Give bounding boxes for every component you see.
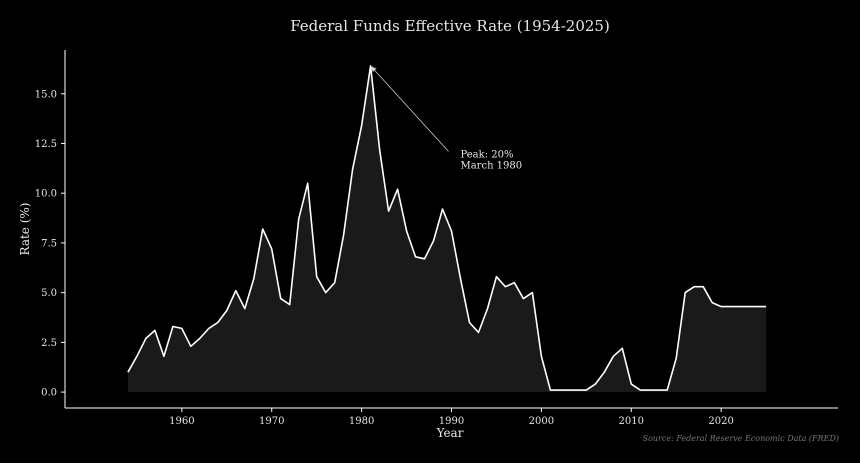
peak-annotation-arrow <box>370 65 449 152</box>
x-tick-label: 1980 <box>349 416 374 427</box>
rate-area-fill <box>127 65 767 393</box>
y-axis-ticks: 0.0 2.5 5.0 7.5 10.0 12.5 15.0 <box>35 89 65 399</box>
x-tick-label: 1960 <box>169 416 194 427</box>
chart-title: Federal Funds Effective Rate (1954-2025) <box>290 17 610 35</box>
peak-annotation-arrowhead <box>370 65 377 73</box>
x-tick-label: 1970 <box>259 416 284 427</box>
x-axis-ticks: 1960 1970 1980 1990 2000 2010 2020 <box>169 408 734 427</box>
y-tick-label: 12.5 <box>35 139 57 150</box>
y-tick-label: 5.0 <box>41 288 57 299</box>
peak-annotation-line1: Peak: 20% <box>460 149 513 160</box>
x-axis-label: Year <box>436 426 464 440</box>
y-tick-label: 0.0 <box>41 388 57 399</box>
x-tick-label: 2020 <box>708 416 733 427</box>
plot-area <box>127 65 767 393</box>
x-tick-label: 1990 <box>439 416 464 427</box>
y-tick-label: 2.5 <box>41 338 57 349</box>
x-tick-label: 2000 <box>529 416 554 427</box>
y-axis-label: Rate (%) <box>18 203 32 256</box>
y-tick-label: 7.5 <box>41 238 57 249</box>
rate-line <box>127 65 767 391</box>
x-tick-label: 2010 <box>619 416 644 427</box>
y-tick-label: 15.0 <box>35 89 57 100</box>
peak-annotation: Peak: 20% March 1980 <box>370 65 522 171</box>
source-note: Source: Federal Reserve Economic Data (F… <box>643 434 839 443</box>
peak-annotation-line2: March 1980 <box>460 160 522 171</box>
y-tick-label: 10.0 <box>35 189 57 200</box>
